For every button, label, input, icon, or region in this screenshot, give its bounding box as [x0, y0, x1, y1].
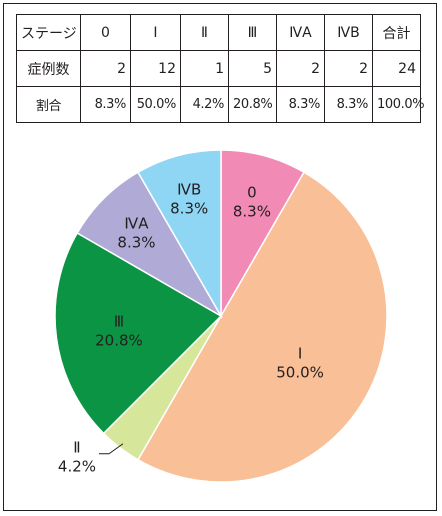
table-cell: 12 [130, 50, 181, 87]
table-cell: 2 [324, 50, 373, 87]
slice-value-label: 4.2% [58, 458, 96, 476]
table-cell: 5 [228, 50, 277, 87]
table-cell: 4.2% [180, 86, 229, 123]
table-row: 割合 8.3% 50.0% 4.2% 20.8% 8.3% 8.3% 100.0… [16, 86, 425, 123]
pie-slice [54, 231, 223, 435]
slice-name-label: ⅣA [124, 214, 149, 232]
slice-name-label: ⅣB [177, 180, 201, 198]
slice-value-label: 8.3% [233, 203, 271, 221]
slice-value-label: 20.8% [95, 331, 143, 349]
slice-name-label: 0 [247, 184, 257, 202]
pie-slice [136, 149, 222, 319]
slice-name-label: Ⅱ [73, 439, 80, 457]
table-cell: 2 [276, 50, 325, 87]
slice-value-label: 8.3% [170, 199, 208, 217]
pie-slice [76, 171, 224, 319]
row-label: 割合 [16, 86, 81, 123]
header-cell: ⅣA [276, 14, 325, 51]
stage-table: ステージ 0 I Ⅱ Ⅲ ⅣA ⅣB 合計 症例数 2 12 1 5 2 2 2… [16, 14, 425, 123]
figure-frame [3, 3, 437, 511]
leader-line [98, 443, 124, 455]
table-cell: 100.0% [372, 86, 425, 123]
table-cell: 50.0% [130, 86, 181, 123]
pie-slice [220, 149, 306, 319]
header-cell: ⅣB [324, 14, 373, 51]
pie-slice [136, 171, 388, 483]
table-cell: 20.8% [228, 86, 277, 123]
slice-value-label: 50.0% [276, 364, 324, 382]
table-cell: 8.3% [276, 86, 325, 123]
slice-name-label: I [298, 345, 302, 363]
header-cell: 0 [80, 14, 131, 51]
table-cell: 8.3% [324, 86, 373, 123]
slice-name-label: Ⅲ [114, 312, 124, 330]
table-cell: 24 [372, 50, 421, 87]
slice-value-label: 8.3% [117, 233, 155, 251]
